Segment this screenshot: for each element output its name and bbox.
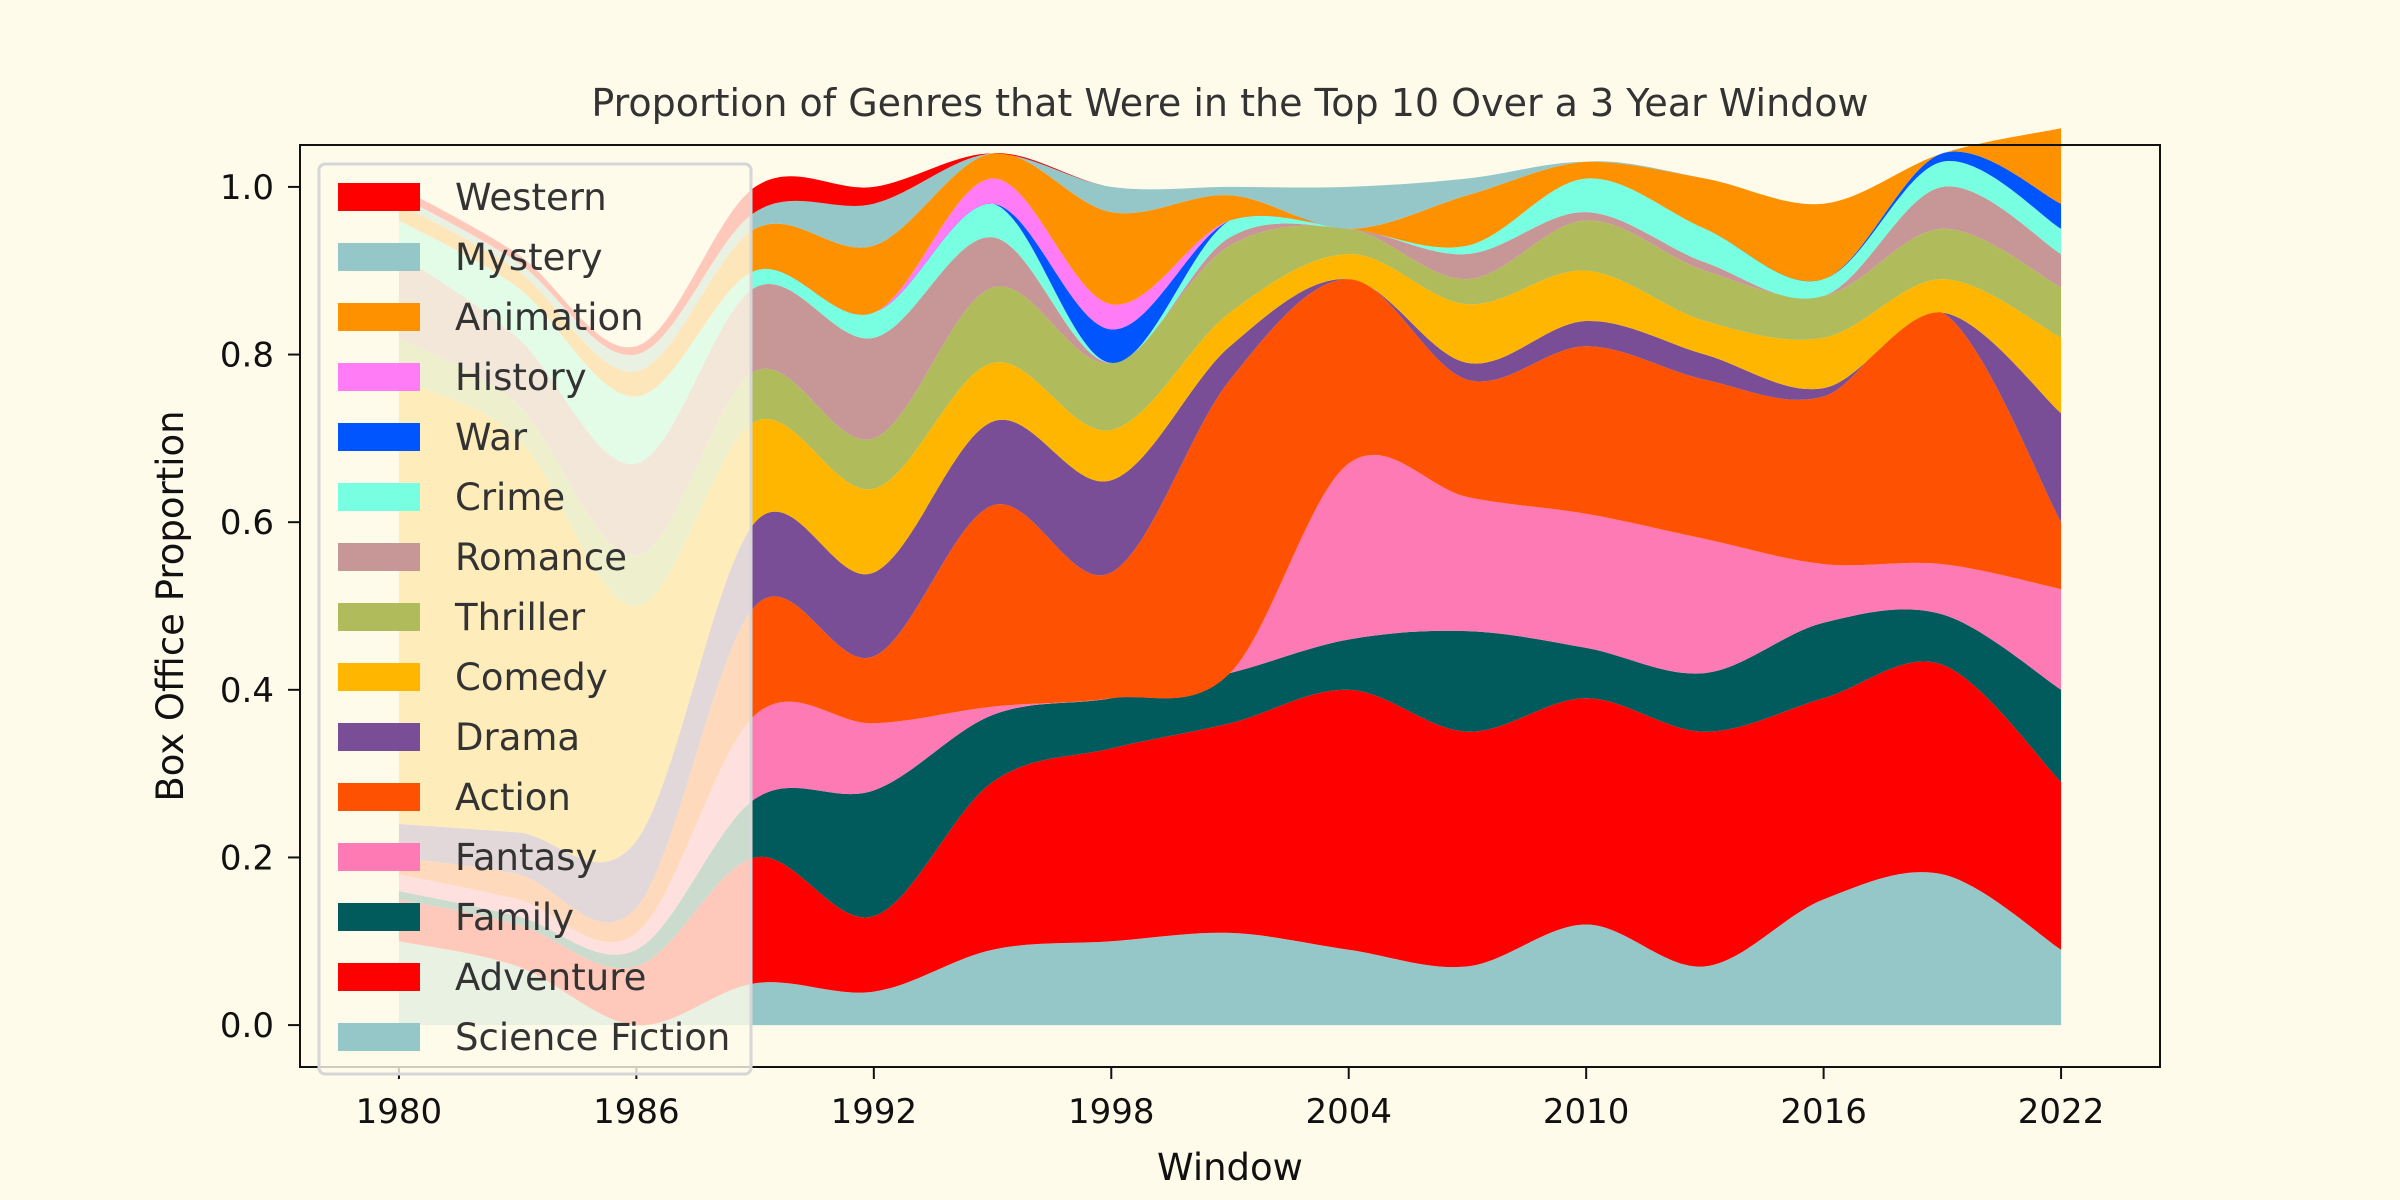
legend-label-thriller: Thriller bbox=[454, 596, 586, 639]
legend-swatch-fantasy bbox=[338, 843, 420, 871]
legend-swatch-thriller bbox=[338, 603, 420, 631]
legend-swatch-war bbox=[338, 423, 420, 451]
legend-swatch-romance bbox=[338, 543, 420, 571]
legend-swatch-western bbox=[338, 183, 420, 211]
x-tick-label: 2022 bbox=[2018, 1092, 2105, 1132]
area-fantasy bbox=[398, 454, 2062, 955]
legend-label-adventure: Adventure bbox=[455, 956, 646, 999]
y-tick-label: 0.8 bbox=[220, 336, 274, 376]
legend-label-history: History bbox=[455, 356, 587, 399]
legend-label-animation: Animation bbox=[455, 296, 644, 339]
y-tick-label: 0.0 bbox=[220, 1006, 274, 1046]
legend-swatch-drama bbox=[338, 723, 420, 751]
area-western bbox=[398, 128, 2062, 356]
area-adventure bbox=[398, 661, 2062, 1026]
legend-label-western: Western bbox=[455, 176, 607, 219]
legend-label-action: Action bbox=[455, 776, 571, 819]
x-tick-label: 1986 bbox=[593, 1092, 680, 1132]
legend-swatch-crime bbox=[338, 483, 420, 511]
legend-label-science-fiction: Science Fiction bbox=[455, 1016, 730, 1059]
legend-label-war: War bbox=[455, 416, 528, 459]
x-tick-label: 1998 bbox=[1068, 1092, 1155, 1132]
legend-label-crime: Crime bbox=[455, 476, 565, 519]
legend-swatch-adventure bbox=[338, 963, 420, 991]
legend-label-drama: Drama bbox=[455, 716, 580, 759]
area-family bbox=[398, 609, 2062, 969]
legend-swatch-action bbox=[338, 783, 420, 811]
area-animation bbox=[398, 128, 2062, 397]
legend-swatch-family bbox=[338, 903, 420, 931]
legend-swatch-science-fiction bbox=[338, 1023, 420, 1051]
x-axis: 1980 1986 1992 1998 2004 2010 2016 2022 bbox=[356, 1067, 2105, 1132]
x-tick-label: 1992 bbox=[831, 1092, 918, 1132]
area-action bbox=[398, 279, 2062, 943]
legend-label-family: Family bbox=[455, 896, 574, 939]
x-tick-label: 2016 bbox=[1780, 1092, 1867, 1132]
y-tick-label: 0.2 bbox=[220, 838, 274, 878]
legend: Western Mystery Animation History War Crime Ro… bbox=[317, 162, 753, 1076]
legend-frame bbox=[317, 162, 753, 1076]
legend-label-fantasy: Fantasy bbox=[455, 836, 597, 879]
y-tick-label: 0.4 bbox=[220, 671, 274, 711]
legend-label-mystery: Mystery bbox=[455, 236, 602, 279]
legend-label-comedy: Comedy bbox=[455, 656, 608, 699]
x-tick-label: 2004 bbox=[1305, 1092, 1392, 1132]
y-axis-label: Box Office Proportion bbox=[149, 410, 192, 801]
y-tick-label: 1.0 bbox=[220, 168, 274, 208]
legend-swatch-comedy bbox=[338, 663, 420, 691]
y-axis: 0.0 0.2 0.4 0.6 0.8 1.0 bbox=[220, 168, 300, 1046]
legend-swatch-history bbox=[338, 363, 420, 391]
legend-label-romance: Romance bbox=[455, 536, 627, 579]
plot-frame bbox=[299, 144, 2161, 1068]
x-axis-label: Window bbox=[1157, 1146, 1303, 1189]
legend-swatch-animation bbox=[338, 303, 420, 331]
area-science-fiction bbox=[398, 872, 2062, 1026]
legend-swatch-mystery bbox=[338, 243, 420, 271]
x-tick-label: 2010 bbox=[1543, 1092, 1630, 1132]
chart-title: Proportion of Genres that Were in the To… bbox=[591, 81, 1868, 125]
y-tick-label: 0.6 bbox=[220, 503, 274, 543]
x-tick-label: 1980 bbox=[356, 1092, 443, 1132]
